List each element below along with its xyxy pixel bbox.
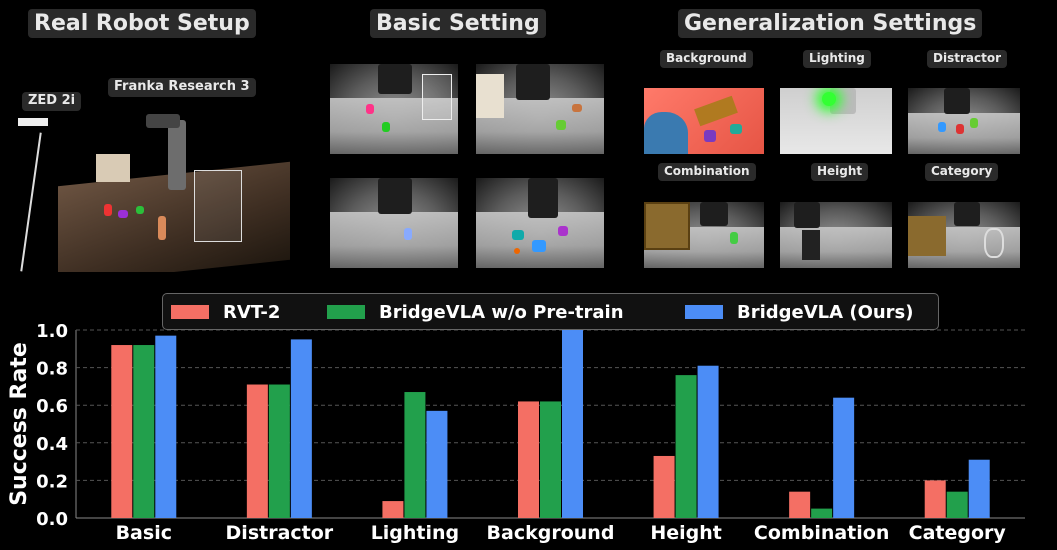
bar-rvt2-height <box>653 455 675 518</box>
bar-bridgevla-category <box>968 459 990 518</box>
robot-setup-photo <box>18 112 290 272</box>
basic-photo-2 <box>476 64 604 154</box>
y-axis-label: Success Rate <box>7 342 32 506</box>
category-photo <box>908 202 1020 268</box>
bar-bridgevla-wo-category <box>946 491 968 518</box>
bar-bridgevla-wo-basic <box>133 345 155 518</box>
basic-photo-4 <box>476 178 604 268</box>
y-tick-label: 0.6 <box>36 396 68 417</box>
y-tick-label: 1.0 <box>36 321 68 342</box>
distractor-photo <box>908 88 1020 154</box>
bar-bridgevla-wo-height <box>675 375 697 518</box>
x-tick-label: Combination <box>754 522 889 544</box>
bar-bridgevla-height <box>697 365 719 518</box>
x-tick-label: Lighting <box>371 522 459 544</box>
basic-heading: Basic Setting <box>370 9 546 39</box>
bar-rvt2-category <box>924 480 946 518</box>
x-tick-label: Basic <box>116 522 172 544</box>
basic-photo-1 <box>330 64 458 154</box>
combination-photo <box>644 202 764 268</box>
bar-bridgevla-distractor <box>290 339 312 518</box>
setup-heading: Real Robot Setup <box>28 9 256 39</box>
legend-label-bridgevla-wo: BridgeVLA w/o Pre-train <box>379 302 624 323</box>
robot-label: Franka Research 3 <box>108 78 256 97</box>
label-height: Height <box>811 163 869 181</box>
x-tick-label: Height <box>650 522 722 544</box>
label-lighting: Lighting <box>803 50 871 68</box>
label-background: Background <box>660 50 753 68</box>
background-photo <box>644 88 764 154</box>
legend-swatch-rvt2 <box>171 305 209 319</box>
legend-item-bridgevla-wo: BridgeVLA w/o Pre-train <box>327 302 624 323</box>
y-tick-label: 0.2 <box>36 471 68 492</box>
bar-bridgevla-basic <box>155 335 177 518</box>
bar-bridgevla-wo-combination <box>811 508 833 518</box>
generalization-heading: Generalization Settings <box>678 9 983 39</box>
y-tick-label: 0.0 <box>36 509 68 530</box>
bar-bridgevla-lighting <box>426 410 448 518</box>
legend-label-rvt2: RVT-2 <box>223 302 281 323</box>
legend-item-bridgevla: BridgeVLA (Ours) <box>685 302 914 323</box>
basic-photo-3 <box>330 178 458 268</box>
x-tick-label: Distractor <box>226 522 334 544</box>
y-tick-label: 0.8 <box>36 359 68 380</box>
legend-swatch-bridgevla-wo <box>327 305 365 319</box>
legend-item-rvt2: RVT-2 <box>171 302 281 323</box>
camera-icon <box>18 118 48 126</box>
label-category: Category <box>925 163 999 181</box>
bar-bridgevla-background <box>562 330 583 518</box>
x-tick-label: Category <box>909 522 1007 544</box>
glass-shelf <box>194 170 242 242</box>
bar-bridgevla-combination <box>833 397 855 518</box>
lighting-photo <box>780 88 892 154</box>
label-combination: Combination <box>658 163 756 181</box>
bar-rvt2-background <box>518 401 539 518</box>
x-tick-label: Background <box>487 522 615 544</box>
legend-swatch-bridgevla <box>685 305 723 319</box>
bar-rvt2-basic <box>111 345 133 518</box>
legend-label-bridgevla: BridgeVLA (Ours) <box>737 302 914 323</box>
height-photo <box>780 202 892 268</box>
bar-bridgevla-wo-background <box>540 401 561 518</box>
bar-rvt2-lighting <box>382 501 404 518</box>
box-object <box>96 154 130 182</box>
robot-arm <box>168 120 186 190</box>
bar-bridgevla-wo-lighting <box>404 392 426 518</box>
camera-label: ZED 2i <box>22 92 82 111</box>
bar-rvt2-distractor <box>246 384 268 518</box>
bar-bridgevla-wo-distractor <box>268 384 290 518</box>
chart-legend: RVT-2 BridgeVLA w/o Pre-train BridgeVLA … <box>162 293 939 330</box>
bar-rvt2-combination <box>789 491 811 518</box>
y-tick-label: 0.4 <box>36 434 68 455</box>
label-distractor: Distractor <box>927 50 1007 68</box>
